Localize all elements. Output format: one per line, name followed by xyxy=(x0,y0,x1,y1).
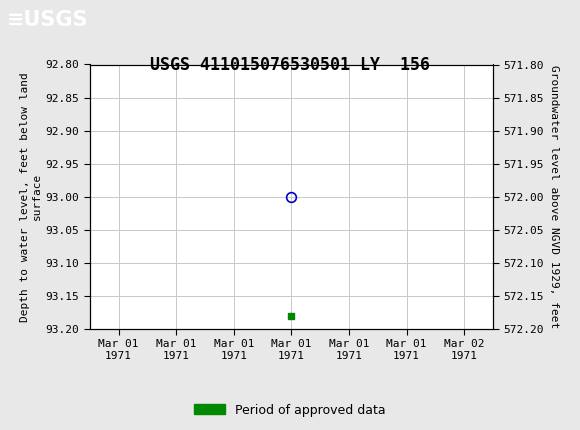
Text: USGS 411015076530501 LY  156: USGS 411015076530501 LY 156 xyxy=(150,55,430,74)
Y-axis label: Depth to water level, feet below land
surface: Depth to water level, feet below land su… xyxy=(20,72,42,322)
Legend: Period of approved data: Period of approved data xyxy=(189,399,391,421)
Y-axis label: Groundwater level above NGVD 1929, feet: Groundwater level above NGVD 1929, feet xyxy=(549,65,560,329)
Text: ≡USGS: ≡USGS xyxy=(7,10,89,31)
